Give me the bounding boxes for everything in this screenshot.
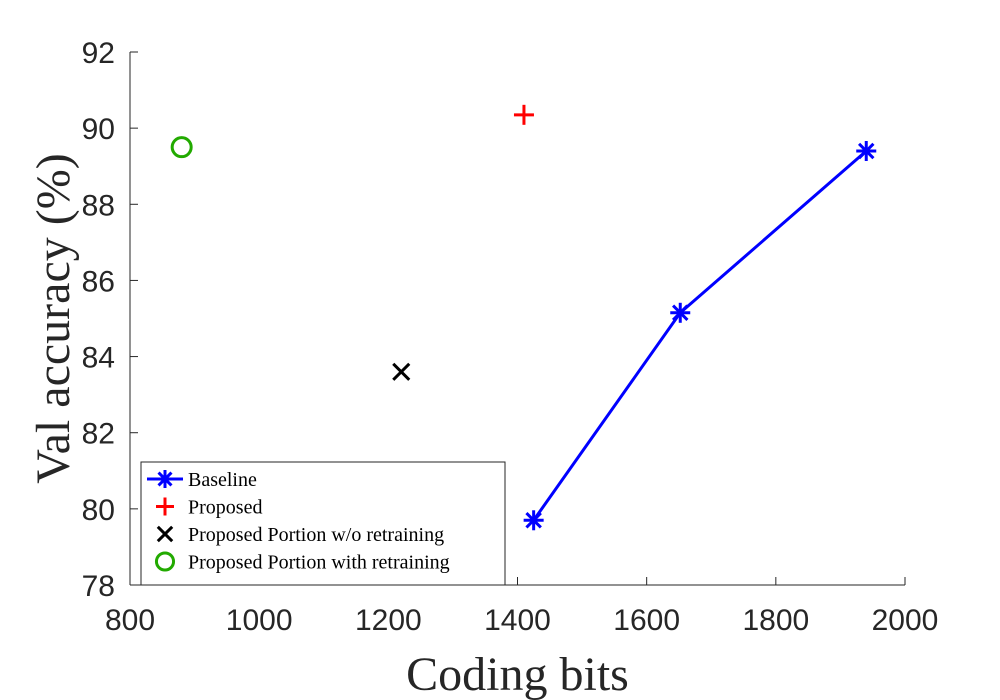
legend-label: Baseline <box>188 469 257 491</box>
marker-stroke <box>170 136 193 159</box>
axes: 800 1000 1200 1400 1600 1800 2000 78 80 82 84 86 88 9… <box>82 37 939 637</box>
y-axis-title: Val accuracy (%) <box>27 153 80 483</box>
marker-stroke <box>154 551 176 572</box>
marker-stroke <box>157 471 173 487</box>
legend-entry: Proposed Portion w/o retraining <box>156 524 444 546</box>
y-tick-label: 84 <box>82 342 115 375</box>
data-point <box>170 136 193 159</box>
data-point <box>523 510 544 531</box>
x-tick-label: 2000 <box>872 604 939 637</box>
legend-marker <box>156 525 174 543</box>
legend-marker <box>154 551 176 572</box>
marker-stroke <box>392 362 411 381</box>
series-layer <box>170 104 877 531</box>
legend-label: Proposed Portion with retraining <box>188 552 450 574</box>
legend-entry: Proposed Portion with retraining <box>154 551 450 574</box>
legend-label: Proposed Portion w/o retraining <box>188 524 444 546</box>
y-tick-label: 86 <box>82 265 115 298</box>
legend-marker <box>156 470 174 488</box>
legend-entry: Baseline <box>147 469 257 491</box>
y-tick-label: 92 <box>82 37 115 70</box>
series-3 <box>170 136 193 159</box>
legend-marker <box>156 497 174 516</box>
data-point <box>670 302 691 323</box>
data-point <box>392 362 411 381</box>
y-tick-label: 90 <box>82 113 115 146</box>
marker-stroke <box>525 512 542 529</box>
data-point <box>513 104 534 125</box>
y-tick-label: 82 <box>82 418 115 451</box>
series-2 <box>392 362 411 381</box>
x-tick-label: 800 <box>105 604 155 637</box>
series-1 <box>513 104 534 125</box>
x-tick-label: 1400 <box>484 604 551 637</box>
data-point <box>856 140 877 161</box>
x-tick-label: 1600 <box>613 604 680 637</box>
marker-stroke <box>857 142 875 160</box>
legend: Baseline Proposed Proposed Portion w/o ret… <box>140 461 506 586</box>
y-tick-label: 80 <box>82 494 115 527</box>
marker-stroke <box>156 525 174 543</box>
legend-label: Proposed <box>188 497 262 519</box>
series-0 <box>523 140 877 531</box>
x-tick-label: 1800 <box>742 604 809 637</box>
x-tick-label: 1200 <box>355 604 422 637</box>
legend-entry: Proposed <box>156 497 262 519</box>
x-axis-title: Coding bits <box>406 648 629 700</box>
legend-box <box>140 461 506 586</box>
x-tick-label: 1000 <box>226 604 293 637</box>
y-tick-label: 78 <box>82 570 115 603</box>
y-tick-label: 88 <box>82 189 115 222</box>
marker-stroke <box>671 304 689 322</box>
